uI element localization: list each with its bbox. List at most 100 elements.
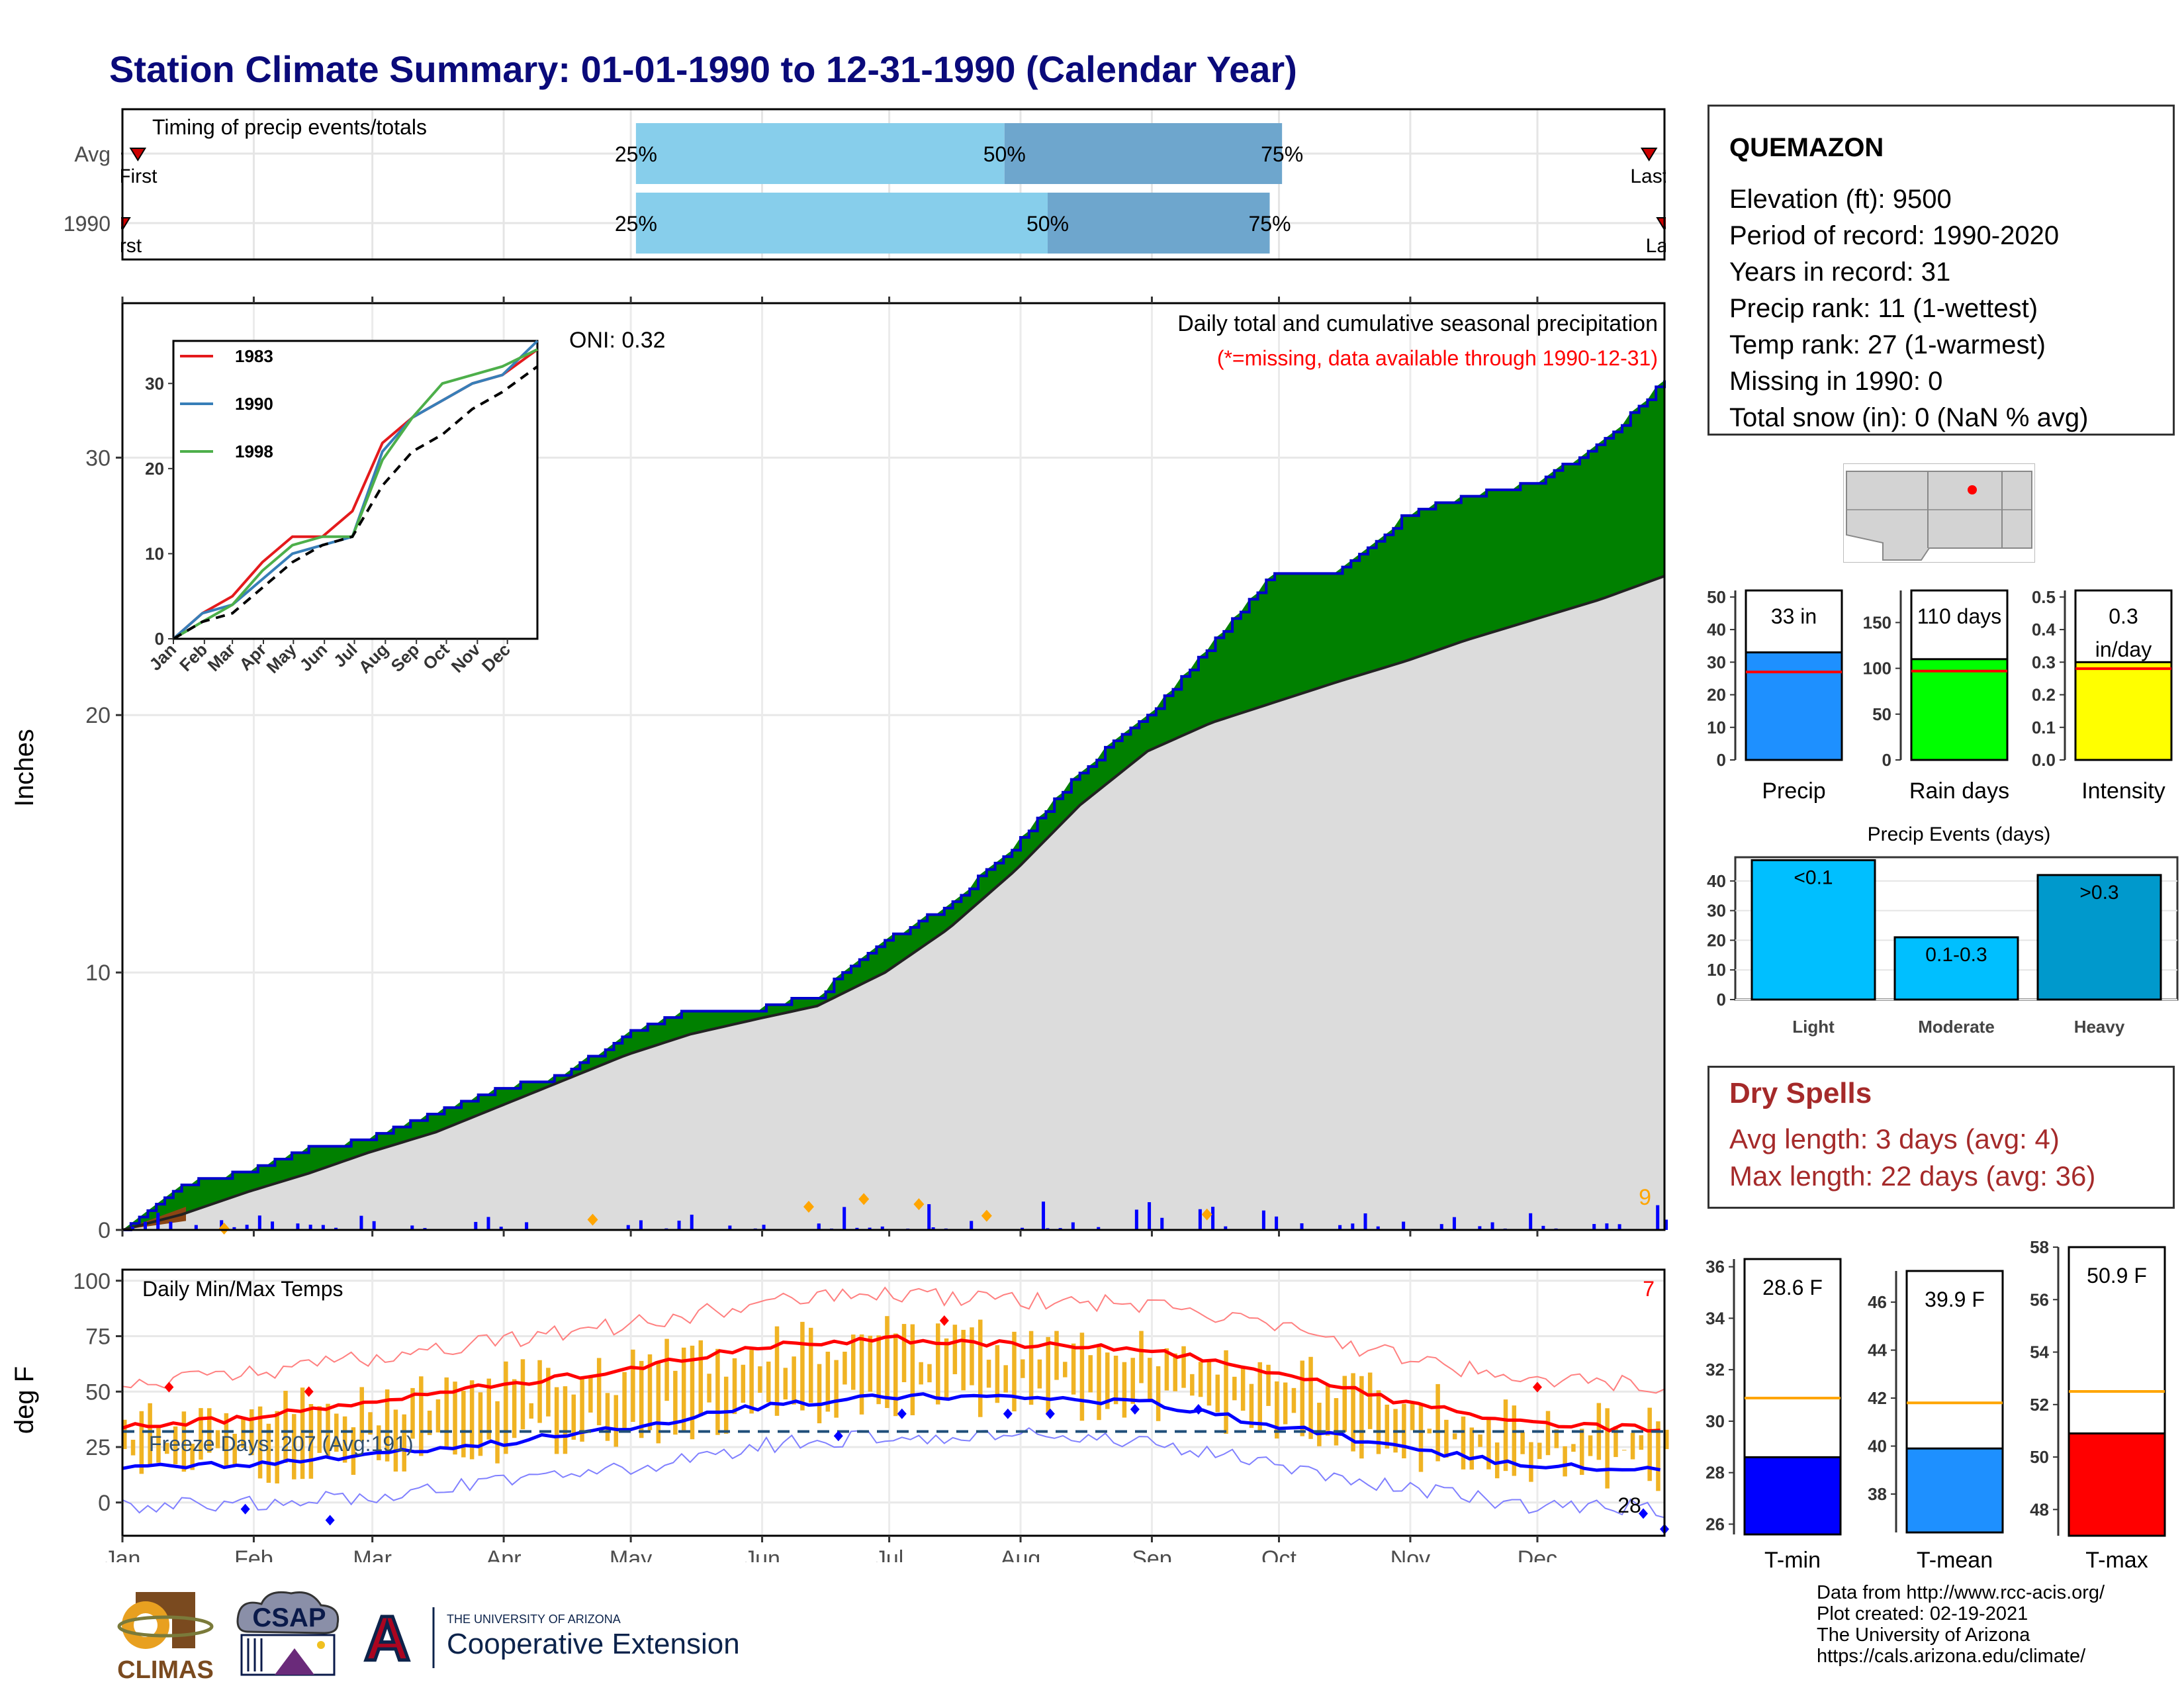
- daily-temp-range-bar: [639, 1360, 644, 1438]
- daily-precip-bar: [1097, 1227, 1101, 1230]
- daily-temp-range-bar: [486, 1378, 491, 1440]
- station-name: QUEMAZON: [1729, 133, 1884, 162]
- month-label: Nov: [1390, 1546, 1430, 1562]
- daily-temp-range-bar: [605, 1393, 610, 1441]
- temp-ytick-label: 100: [73, 1269, 111, 1294]
- daily-temp-range-bar: [580, 1378, 584, 1442]
- daily-temp-range-bar: [1664, 1429, 1669, 1450]
- info-period: Period of record: 1990-2020: [1729, 221, 2060, 250]
- record-low-marker: [833, 1430, 843, 1442]
- daily-precip-bar: [1134, 1209, 1138, 1230]
- mini-ytick-label: 50: [1872, 704, 1891, 724]
- daily-temp-range-bar: [257, 1406, 263, 1479]
- daily-temp-range-bar: [1224, 1350, 1228, 1434]
- daily-temp-range-bar: [308, 1403, 314, 1479]
- daily-precip-bar: [1376, 1226, 1380, 1230]
- record-low-marker: [1193, 1404, 1203, 1415]
- daily-temp-range-bar: [774, 1326, 780, 1416]
- month-label: Sep: [1132, 1546, 1172, 1562]
- precip-avg-line: [122, 575, 1665, 1231]
- temp-frame: [121, 1268, 1666, 1537]
- timing-row-label: 1990: [64, 212, 111, 236]
- precip-missing-count: 9: [1639, 1185, 1651, 1210]
- timing-right-mask: [1666, 109, 1694, 259]
- mini-ytick-label: 0: [1882, 750, 1891, 770]
- daily-precip-bar: [525, 1222, 529, 1230]
- daily-temp-range-bar: [1469, 1427, 1475, 1470]
- daily-temp-range-bar: [783, 1368, 788, 1400]
- daily-temp-range-bar: [1232, 1376, 1237, 1401]
- avg-max-temp-line: [122, 1334, 1661, 1433]
- daily-precip-bar: [868, 1227, 872, 1230]
- precip-ytick-label: 30: [85, 445, 111, 471]
- daily-temp-range-bar: [1240, 1366, 1246, 1411]
- daily-temp-range-bar: [495, 1401, 500, 1464]
- inset-avg-line: [172, 365, 539, 640]
- daily-temp-range-bar: [1156, 1366, 1161, 1421]
- daily-temp-range-bar: [1003, 1365, 1008, 1393]
- daily-temp-range-bar: [453, 1382, 457, 1455]
- daily-temp-range-bar: [1571, 1444, 1576, 1452]
- missing-day-marker: [981, 1209, 992, 1222]
- tbar-label: T-max: [2085, 1548, 2148, 1573]
- daily-precip-bar: [232, 1227, 236, 1230]
- daily-temp-range-bar: [1275, 1381, 1279, 1439]
- precip-header: Daily total and cumulative seasonal prec…: [1177, 311, 1658, 336]
- daily-precip-bar: [359, 1215, 363, 1230]
- daily-temp-range-bar: [1071, 1343, 1076, 1395]
- daily-temp-range-bar: [1563, 1446, 1567, 1477]
- daily-temp-range-bar: [970, 1327, 974, 1385]
- tbar-value-label: 50.9 F: [2087, 1264, 2147, 1288]
- missing-day-marker: [913, 1198, 925, 1211]
- month-label: Apr: [486, 1546, 522, 1562]
- daily-precip-bar: [271, 1221, 275, 1230]
- daily-temp-range-bar: [1122, 1362, 1127, 1418]
- csap-logo-text: CSAP: [252, 1603, 326, 1632]
- month-label: Dec: [1518, 1546, 1557, 1562]
- tbar-ytick-label: 42: [1868, 1388, 1887, 1408]
- mini-ytick-label: 0.3: [2032, 652, 2056, 672]
- record-low-line: [122, 1427, 1665, 1519]
- record-high-marker: [939, 1315, 949, 1327]
- daily-precip-bar: [880, 1226, 884, 1230]
- mini-ytick-label: 100: [1863, 659, 1891, 679]
- daily-precip-bar: [257, 1215, 261, 1230]
- daily-temp-range-bar: [936, 1323, 940, 1405]
- missing-day-marker: [218, 1223, 230, 1235]
- daily-temp-range-bar: [961, 1329, 966, 1391]
- mini-ytick-label: 40: [1707, 620, 1726, 639]
- daily-temp-range-bar: [275, 1411, 279, 1484]
- precip-observed-line: [122, 380, 1666, 1231]
- tbar-ytick-label: 58: [2030, 1237, 2049, 1257]
- timing-bar-25-50: [635, 193, 1048, 254]
- record-high-marker: [304, 1386, 314, 1397]
- record-low-marker: [1130, 1404, 1140, 1415]
- temp-y-axis-label: deg F: [10, 1366, 39, 1434]
- tbar-ytick-label: 48: [2030, 1499, 2049, 1519]
- daily-precip-bar: [1071, 1222, 1075, 1230]
- station-info-box: QUEMAZON Elevation (ft): 9500 Period of …: [1707, 105, 2175, 436]
- climas-logo: CLIMAS: [117, 1592, 214, 1684]
- first-event-label: First: [118, 165, 158, 187]
- record-low-marker: [897, 1408, 907, 1419]
- last-temp-value: 28: [1617, 1493, 1641, 1517]
- daily-temp-range-bar: [537, 1360, 542, 1423]
- daily-temp-range-bar: [1139, 1331, 1144, 1383]
- daily-precip-bar: [1656, 1205, 1660, 1230]
- daily-precip-bar: [1021, 1227, 1024, 1230]
- precip-y-axis-label: Inches: [10, 729, 39, 807]
- daily-temp-range-bar: [656, 1361, 661, 1444]
- daily-temp-range-bar: [1656, 1421, 1661, 1491]
- month-label: Jan: [105, 1546, 141, 1562]
- mini-ytick-label: 0.5: [2032, 587, 2056, 607]
- mini-value-label: in/day: [2095, 637, 2152, 661]
- daily-precip-bar: [728, 1225, 732, 1230]
- month-label: Aug: [1001, 1546, 1041, 1562]
- daily-temp-range-bar: [944, 1338, 949, 1399]
- daily-temp-range-bar: [952, 1325, 958, 1374]
- daily-precip-bar: [690, 1214, 694, 1230]
- daily-temp-range-bar: [1021, 1359, 1025, 1378]
- daily-temp-range-bar: [504, 1361, 508, 1454]
- daily-precip-bar: [1042, 1201, 1046, 1230]
- daily-temp-range-bar: [563, 1386, 568, 1454]
